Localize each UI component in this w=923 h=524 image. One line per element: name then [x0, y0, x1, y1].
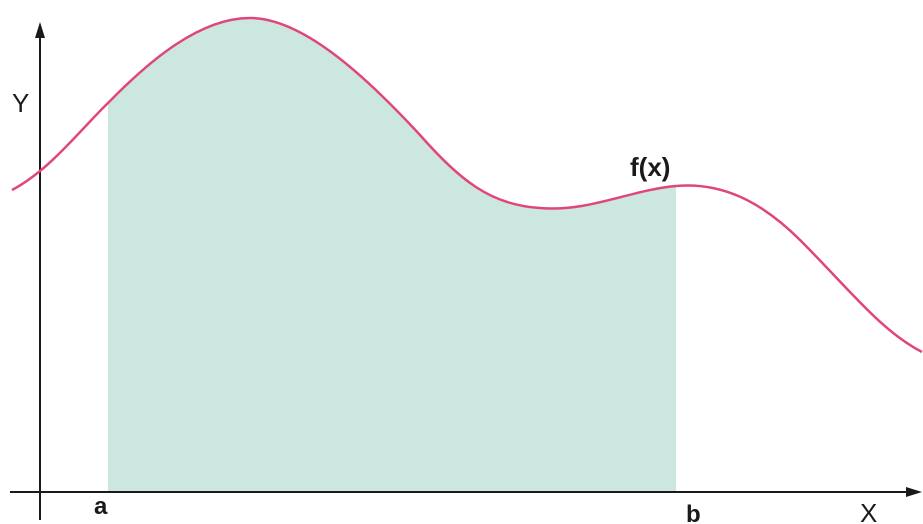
x-axis-label: X — [860, 498, 877, 524]
x-axis-arrowhead — [906, 487, 922, 497]
upper-bound-label: b — [686, 501, 701, 524]
lower-bound-label: a — [94, 493, 108, 520]
area-under-curve — [108, 18, 676, 492]
function-curve — [11, 16, 923, 354]
y-axis-label: Y — [12, 88, 29, 118]
y-axis-arrowhead — [35, 22, 45, 38]
function-label: f(x) — [630, 152, 670, 182]
